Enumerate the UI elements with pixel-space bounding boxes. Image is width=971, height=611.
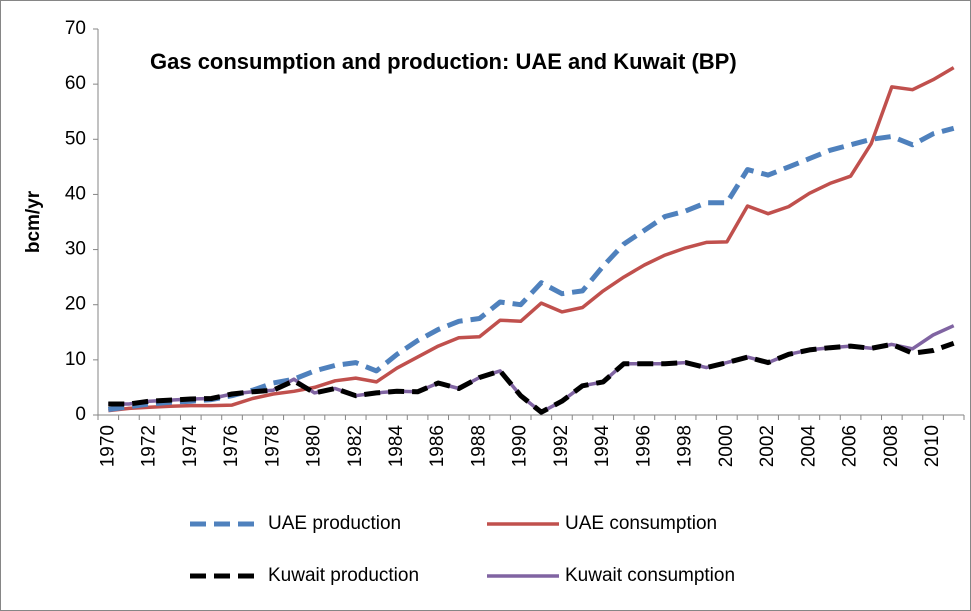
- legend-label: Kuwait consumption: [565, 565, 735, 586]
- x-tick-label: 1982: [345, 425, 366, 467]
- x-tick-label: 1984: [386, 425, 407, 468]
- x-tick-label: 1978: [262, 425, 283, 467]
- y-tick-label: 0: [75, 404, 86, 425]
- x-tick-label: 2004: [798, 425, 819, 468]
- x-tick-label: 1986: [427, 425, 448, 467]
- x-tick-label: 2006: [840, 425, 861, 467]
- legend-label: UAE production: [268, 513, 401, 534]
- y-tick-label: 40: [65, 183, 86, 204]
- x-tick-label: 1974: [180, 425, 201, 468]
- x-tick-label: 1988: [468, 425, 489, 467]
- chart-title: Gas consumption and production: UAE and …: [150, 49, 737, 74]
- x-tick-label: 1976: [221, 425, 242, 467]
- x-tick-label: 1994: [592, 425, 613, 468]
- legend-label: Kuwait production: [268, 565, 419, 586]
- y-tick-label: 60: [65, 73, 86, 94]
- series-line: [108, 66, 955, 413]
- y-tick-label: 20: [65, 294, 86, 315]
- legend-label: UAE consumption: [565, 513, 717, 534]
- y-tick-label: 10: [65, 349, 86, 370]
- x-tick-label: 2000: [716, 425, 737, 467]
- x-tick-label: 1990: [510, 425, 531, 467]
- x-tick-label: 1998: [675, 425, 696, 467]
- y-tick-label: 70: [65, 18, 86, 39]
- x-tick-label: 1992: [551, 425, 572, 467]
- x-tick-label: 1970: [97, 425, 118, 467]
- x-tick-label: 2002: [757, 425, 778, 467]
- y-tick-label: 50: [65, 128, 86, 149]
- x-tick-label: 1972: [139, 425, 160, 467]
- x-tick-label: 2010: [922, 425, 943, 467]
- series-line: [107, 125, 955, 412]
- x-tick-label: 1996: [633, 425, 654, 467]
- y-tick-label: 30: [65, 239, 86, 260]
- x-tick-label: 1980: [304, 425, 325, 467]
- series-line: [108, 340, 955, 415]
- x-tick-label: 2008: [881, 425, 902, 467]
- y-axis-label: bcm/yr: [23, 190, 44, 253]
